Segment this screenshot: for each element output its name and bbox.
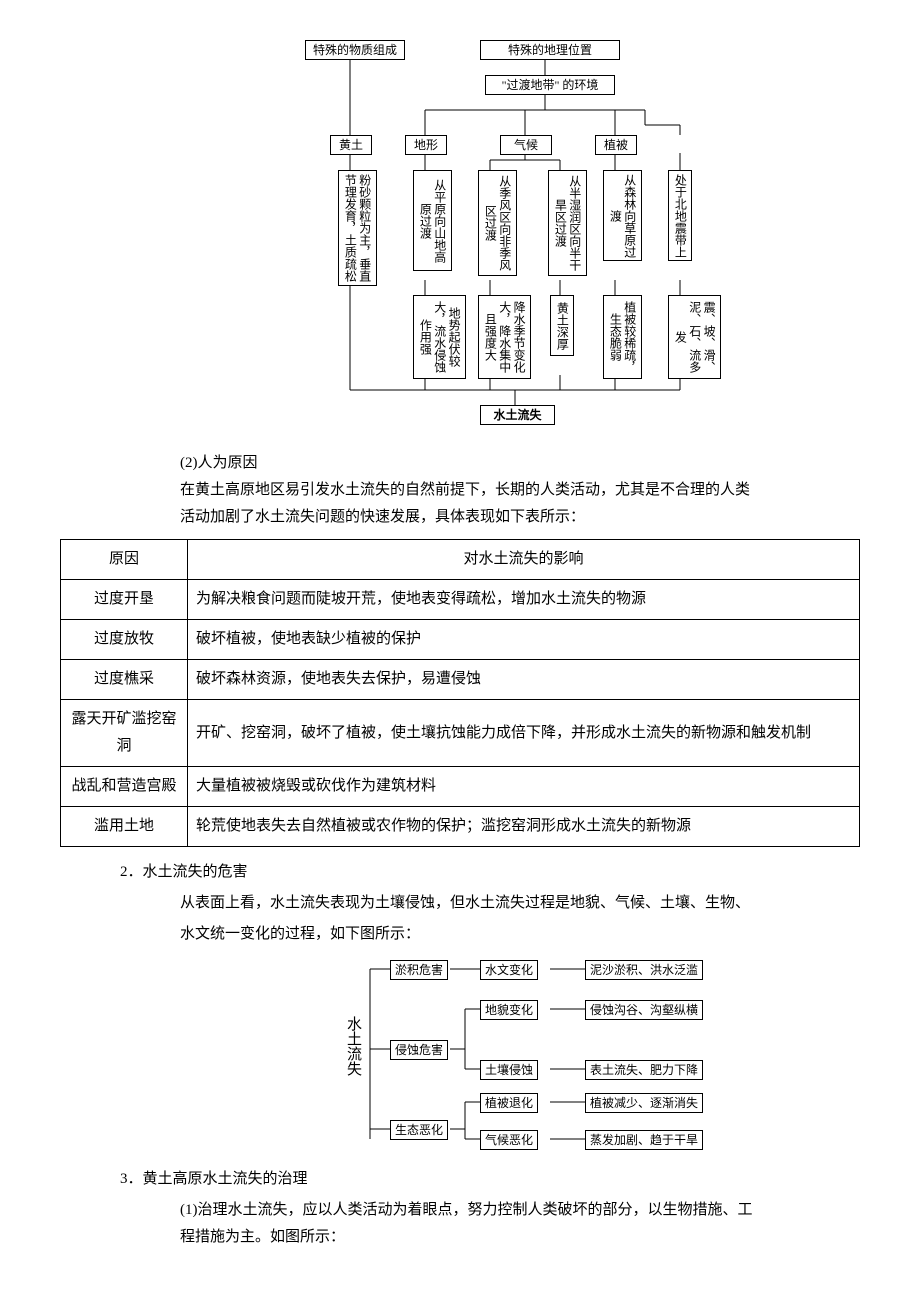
- para-human-2: 活动加剧了水土流失问题的快速发展，具体表现如下表所示：: [180, 504, 860, 531]
- d2-a1: 淤积危害: [390, 960, 448, 980]
- d2-b2b: 土壤侵蚀: [480, 1060, 538, 1080]
- section2-title: 2．水土流失的危害: [120, 859, 860, 886]
- section3-title: 3．黄土高原水土流失的治理: [120, 1166, 860, 1193]
- cell-cause: 滥用土地: [61, 807, 188, 847]
- low-sparse: 植被较稀疏，生态脆弱: [603, 295, 642, 379]
- box-location: 特殊的地理位置: [480, 40, 620, 60]
- d2-c3b: 蒸发加剧、趋于干旱: [585, 1130, 703, 1150]
- section2-line2: 水文统一变化的过程，如下图所示：: [180, 921, 860, 948]
- section2-body: 从表面上看，水土流失表现为土壤侵蚀，但水土流失过程是地貌、气候、土壤、生物、 水…: [180, 890, 860, 948]
- section3-body: (1)治理水土流失，应以人类活动为着眼点，努力控制人类破坏的部分，以生物措施、工…: [180, 1197, 860, 1251]
- section3-line2: 程措施为主。如图所示：: [180, 1224, 860, 1251]
- d2-root: 水土流失: [340, 994, 366, 1098]
- table-row: 露天开矿滥挖窑洞 开矿、挖窑洞，破坏了植被，使土壤抗蚀能力成倍下降，并形成水土流…: [61, 700, 860, 767]
- box-terrain: 地形: [405, 135, 447, 155]
- cell-cause: 过度开垦: [61, 580, 188, 620]
- col-plain: 从平原向山地高原过渡: [413, 170, 452, 271]
- col-soil: 粉砂颗粒为主，垂直节理发育，土质疏松: [338, 170, 377, 286]
- cell-effect: 破坏植被，使地表缺少植被的保护: [188, 620, 860, 660]
- para-human-1: 在黄土高原地区易引发水土流失的自然前提下，长期的人类活动，尤其是不合理的人类: [180, 477, 860, 504]
- col-quake: 处于北地震带上: [668, 170, 692, 261]
- d2-c3a: 植被减少、逐渐消失: [585, 1093, 703, 1113]
- box-vegetation: 植被: [595, 135, 637, 155]
- d2-a2: 水文变化: [480, 960, 538, 980]
- box-climate: 气候: [500, 135, 552, 155]
- d2-c2b: 气候恶化: [480, 1130, 538, 1150]
- cell-cause: 战乱和营造宫殿: [61, 767, 188, 807]
- cell-cause: 过度放牧: [61, 620, 188, 660]
- box-material: 特殊的物质组成: [305, 40, 405, 60]
- cell-cause: 过度樵采: [61, 660, 188, 700]
- box-result: 水土流失: [480, 405, 555, 425]
- low-erosion: 地势起伏较大，流水侵蚀作用强: [413, 295, 466, 379]
- col-monsoon: 从季风区向非季风区过渡: [478, 170, 517, 276]
- box-loess: 黄土: [330, 135, 372, 155]
- cell-effect: 轮荒使地表失去自然植被或农作物的保护；滥挖窑洞形成水土流失的新物源: [188, 807, 860, 847]
- d2-b3a: 侵蚀沟谷、沟壑纵横: [585, 1000, 703, 1020]
- d2-a3: 泥沙淤积、洪水泛滥: [585, 960, 703, 980]
- cell-cause: 露天开矿滥挖窑洞: [61, 700, 188, 767]
- low-disaster: 震、坡、滑、泥、石、流多发: [668, 295, 721, 379]
- cell-effect: 破坏森林资源，使地表失去保护，易遭侵蚀: [188, 660, 860, 700]
- cell-effect: 大量植被被烧毁或砍伐作为建筑材料: [188, 767, 860, 807]
- table-row: 过度开垦 为解决粮食问题而陡坡开荒，使地表变得疏松，增加水土流失的物源: [61, 580, 860, 620]
- cell-effect: 开矿、挖窑洞，破坏了植被，使土壤抗蚀能力成倍下降，并形成水土流失的新物源和触发机…: [188, 700, 860, 767]
- d2-b3b: 表土流失、肥力下降: [585, 1060, 703, 1080]
- d2-b1: 侵蚀危害: [390, 1040, 448, 1060]
- d2-b2a: 地貌变化: [480, 1000, 538, 1020]
- d2-c2a: 植被退化: [480, 1093, 538, 1113]
- table-row: 战乱和营造宫殿 大量植被被烧毁或砍伐作为建筑材料: [61, 767, 860, 807]
- diagram-harm: 水土流失 淤积危害 水文变化 泥沙淤积、洪水泛滥 侵蚀危害 地貌变化 土壤侵蚀 …: [340, 954, 800, 1154]
- reasons-table: 原因 对水土流失的影响 过度开垦 为解决粮食问题而陡坡开荒，使地表变得疏松，增加…: [60, 539, 860, 847]
- section2-line1: 从表面上看，水土流失表现为土壤侵蚀，但水土流失过程是地貌、气候、土壤、生物、: [180, 890, 860, 917]
- table-row: 过度樵采 破坏森林资源，使地表失去保护，易遭侵蚀: [61, 660, 860, 700]
- col-humid: 从半湿润区向半干旱区过渡: [548, 170, 587, 276]
- diagram-natural-causes: 特殊的物质组成 特殊的地理位置 "过渡地带" 的环境 黄土 地形 气候 植被 粉…: [300, 40, 720, 430]
- low-thick: 黄土深厚: [550, 295, 574, 356]
- subtitle-human: (2)人为原因: [180, 450, 860, 477]
- cell-effect: 为解决粮食问题而陡坡开荒，使地表变得疏松，增加水土流失的物源: [188, 580, 860, 620]
- table-row: 滥用土地 轮荒使地表失去自然植被或农作物的保护；滥挖窑洞形成水土流失的新物源: [61, 807, 860, 847]
- th-effect: 对水土流失的影响: [188, 540, 860, 580]
- col-forest: 从森林向草原过渡: [603, 170, 642, 261]
- table-row: 过度放牧 破坏植被，使地表缺少植被的保护: [61, 620, 860, 660]
- box-env: "过渡地带" 的环境: [485, 75, 615, 95]
- human-cause-block: (2)人为原因 在黄土高原地区易引发水土流失的自然前提下，长期的人类活动，尤其是…: [180, 450, 860, 531]
- low-rain: 降水季节变化大，降水集中且强度大: [478, 295, 531, 379]
- section3-line1: (1)治理水土流失，应以人类活动为着眼点，努力控制人类破坏的部分，以生物措施、工: [180, 1197, 860, 1224]
- d2-c1: 生态恶化: [390, 1120, 448, 1140]
- th-cause: 原因: [61, 540, 188, 580]
